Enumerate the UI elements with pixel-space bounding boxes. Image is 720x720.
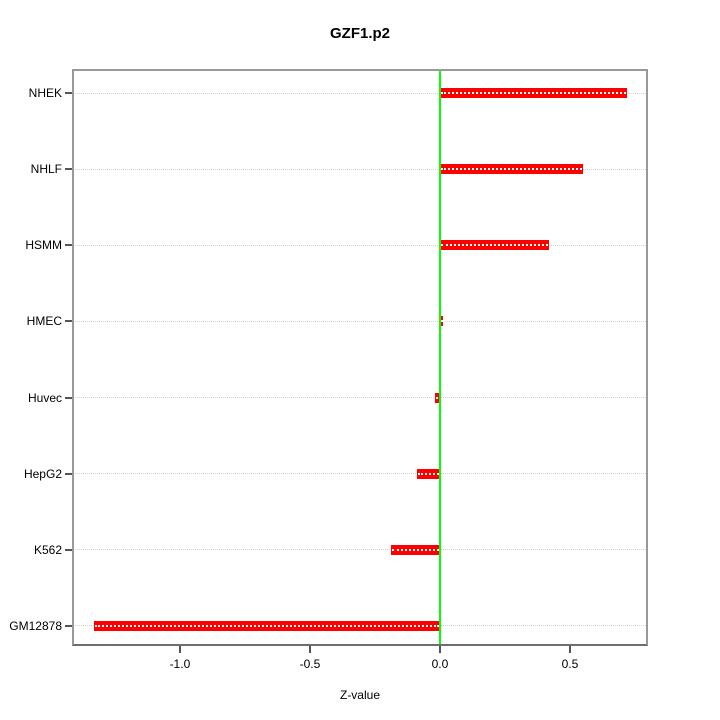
y-tick xyxy=(65,92,72,94)
x-tick xyxy=(308,646,311,653)
bar-hmec xyxy=(439,316,443,327)
y-tick-label: NHLF xyxy=(30,162,62,177)
x-tick-label: -0.5 xyxy=(299,657,321,671)
y-tick xyxy=(65,548,72,551)
y-tick xyxy=(65,624,72,627)
bar-stripe xyxy=(440,244,549,247)
plot-box xyxy=(72,69,648,646)
bar-huvec xyxy=(434,392,440,403)
bar-stripe xyxy=(440,92,627,94)
grid-line xyxy=(72,473,648,475)
bar-stripe xyxy=(391,548,439,551)
chart-title: GZF1.p2 xyxy=(329,25,390,42)
grid-line xyxy=(72,244,648,246)
y-tick-label: GM12878 xyxy=(9,618,62,633)
grid-line xyxy=(72,168,648,170)
y-tick-label: NHEK xyxy=(28,86,62,100)
x-tick xyxy=(438,646,441,653)
bar-gm12878 xyxy=(94,620,440,631)
grid-line xyxy=(72,397,648,399)
grid-line xyxy=(72,92,648,94)
bar-stripe xyxy=(435,396,439,399)
x-tick xyxy=(568,646,571,653)
y-tick xyxy=(65,244,72,247)
grid-line xyxy=(72,320,648,322)
grid-line xyxy=(72,549,648,551)
bar-hsmm xyxy=(439,240,550,251)
bar-stripe xyxy=(440,168,582,171)
bar-stripe xyxy=(95,624,439,627)
y-tick xyxy=(65,320,72,323)
x-axis-label: Z-value xyxy=(339,688,380,702)
y-tick xyxy=(65,168,72,171)
bar-k562 xyxy=(390,544,440,555)
x-tick-label: 0.5 xyxy=(561,657,579,671)
y-tick-label: HSMM xyxy=(25,238,62,253)
bar-nhlf xyxy=(439,164,583,175)
y-tick-label: Huvec xyxy=(27,390,62,405)
y-tick xyxy=(65,472,72,475)
x-tick-label: 0.0 xyxy=(431,657,449,671)
bar-stripe xyxy=(440,320,442,323)
bar-hepg2 xyxy=(416,468,440,479)
y-tick-label: HMEC xyxy=(26,314,62,329)
y-tick-label: K562 xyxy=(33,542,62,557)
bar-nhek xyxy=(439,88,628,98)
x-tick xyxy=(178,646,181,653)
y-tick-label: HepG2 xyxy=(23,466,62,481)
zero-line xyxy=(438,69,441,646)
bar-stripe xyxy=(417,472,439,475)
x-tick-label: -1.0 xyxy=(169,657,191,671)
y-tick xyxy=(65,396,72,399)
